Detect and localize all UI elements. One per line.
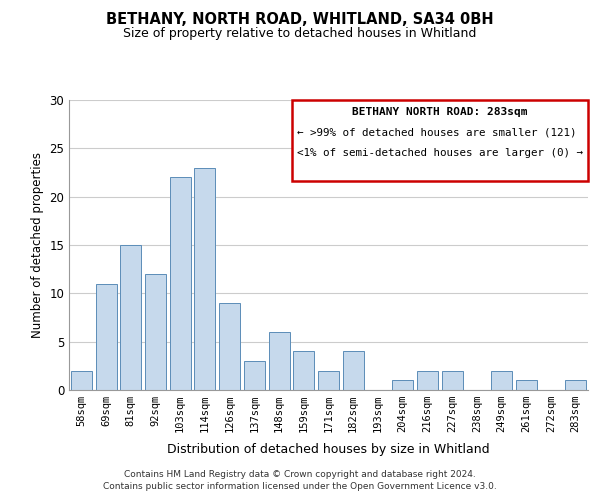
Bar	[120, 245, 141, 390]
Bar	[244, 361, 265, 390]
Bar	[318, 370, 339, 390]
Bar	[491, 370, 512, 390]
Bar	[145, 274, 166, 390]
FancyBboxPatch shape	[292, 100, 588, 181]
Bar	[95, 284, 116, 390]
Text: Size of property relative to detached houses in Whitland: Size of property relative to detached ho…	[124, 28, 476, 40]
Bar	[269, 332, 290, 390]
Text: Contains public sector information licensed under the Open Government Licence v3: Contains public sector information licen…	[103, 482, 497, 491]
Text: <1% of semi-detached houses are larger (0) →: <1% of semi-detached houses are larger (…	[298, 148, 583, 158]
Text: ← >99% of detached houses are smaller (121): ← >99% of detached houses are smaller (1…	[298, 128, 577, 138]
Bar	[565, 380, 586, 390]
X-axis label: Distribution of detached houses by size in Whitland: Distribution of detached houses by size …	[167, 444, 490, 456]
Bar	[343, 352, 364, 390]
Bar	[219, 303, 240, 390]
Bar	[392, 380, 413, 390]
Bar	[170, 178, 191, 390]
Bar	[442, 370, 463, 390]
Text: Contains HM Land Registry data © Crown copyright and database right 2024.: Contains HM Land Registry data © Crown c…	[124, 470, 476, 479]
Bar	[293, 352, 314, 390]
Bar	[516, 380, 537, 390]
Bar	[417, 370, 438, 390]
Bar	[71, 370, 92, 390]
Y-axis label: Number of detached properties: Number of detached properties	[31, 152, 44, 338]
Text: BETHANY NORTH ROAD: 283sqm: BETHANY NORTH ROAD: 283sqm	[352, 108, 528, 118]
Bar	[194, 168, 215, 390]
Text: BETHANY, NORTH ROAD, WHITLAND, SA34 0BH: BETHANY, NORTH ROAD, WHITLAND, SA34 0BH	[106, 12, 494, 28]
